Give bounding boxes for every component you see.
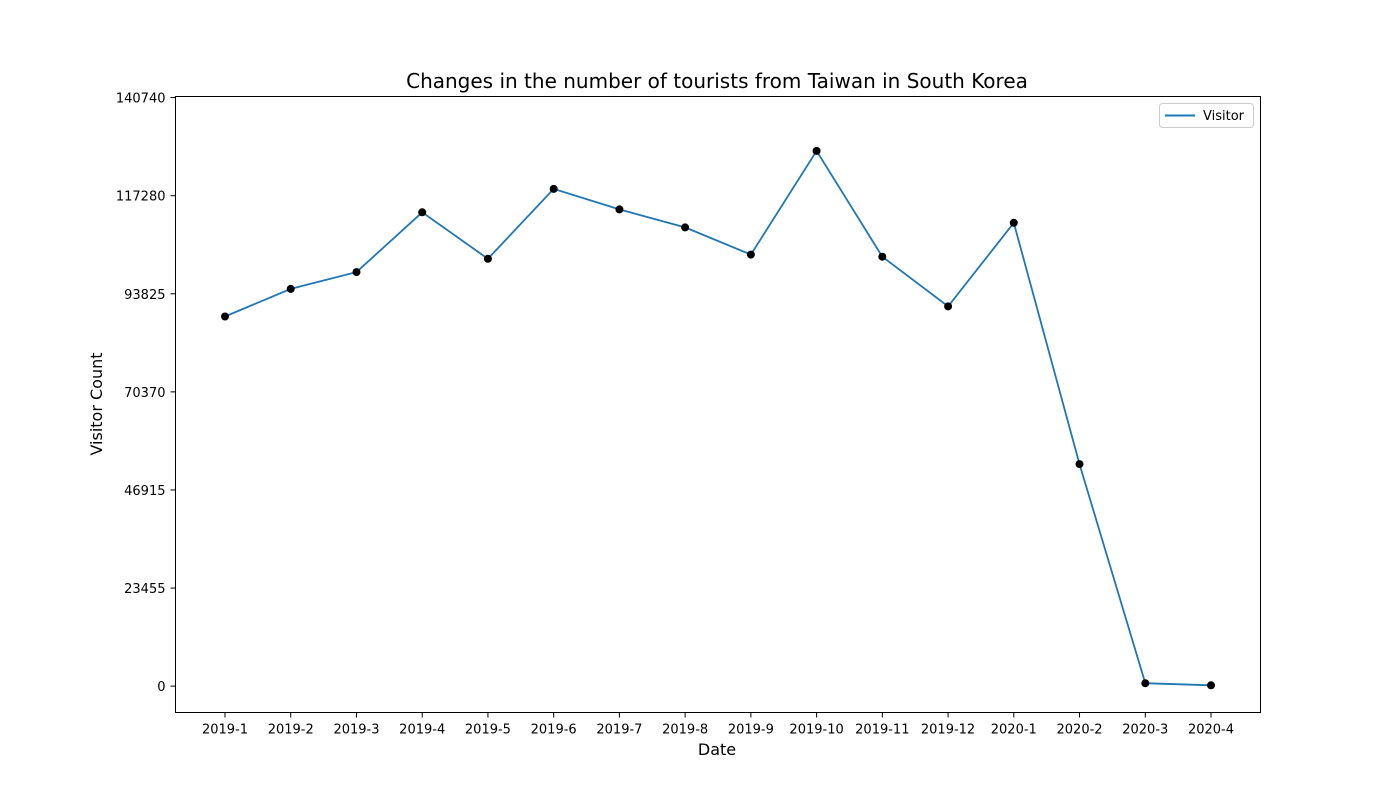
data-point bbox=[878, 252, 887, 261]
data-point bbox=[221, 312, 229, 321]
x-axis-label: Date bbox=[698, 740, 736, 759]
data-point bbox=[418, 208, 427, 217]
data-point bbox=[681, 223, 690, 232]
legend-box bbox=[1159, 103, 1254, 128]
data-point bbox=[746, 250, 755, 259]
x-tick-label: 2020-4 bbox=[1188, 723, 1234, 738]
legend-label: Visitor bbox=[1203, 109, 1245, 124]
y-tick-label: 23455 bbox=[124, 582, 165, 597]
x-tick-label: 2019-9 bbox=[728, 723, 774, 738]
data-point bbox=[615, 205, 624, 214]
y-tick-label: 117280 bbox=[116, 190, 166, 205]
data-point bbox=[483, 254, 492, 263]
data-point bbox=[1075, 460, 1084, 469]
data-point bbox=[1009, 218, 1018, 227]
chart-title: Changes in the number of tourists from T… bbox=[406, 69, 1028, 93]
data-point bbox=[1141, 679, 1150, 688]
data-point bbox=[1207, 681, 1215, 690]
y-tick-label: 93825 bbox=[124, 288, 165, 303]
x-tick-label: 2020-3 bbox=[1122, 723, 1168, 738]
series-line-visitor bbox=[224, 149, 1212, 687]
x-tick-label: 2019-7 bbox=[596, 723, 642, 738]
y-tick-label: 0 bbox=[157, 680, 165, 695]
y-tick-label: 140740 bbox=[116, 92, 166, 107]
data-point bbox=[549, 184, 558, 193]
legend: Visitor bbox=[1159, 103, 1254, 128]
x-tick-label: 2019-8 bbox=[662, 723, 708, 738]
x-tick-label: 2019-2 bbox=[268, 723, 314, 738]
data-point bbox=[812, 146, 821, 155]
x-tick-label: 2019-6 bbox=[531, 723, 577, 738]
x-tick-label: 2019-11 bbox=[855, 723, 909, 738]
y-tick-label: 70370 bbox=[124, 386, 165, 401]
data-points bbox=[221, 146, 1215, 690]
x-tick-label: 2020-1 bbox=[991, 723, 1037, 738]
x-tick-label: 2019-10 bbox=[789, 723, 843, 738]
x-tick-label: 2020-2 bbox=[1057, 723, 1103, 738]
y-axis-label: Visitor Count bbox=[87, 352, 106, 455]
y-axis: 0 23455 46915 70370 93825 117280 140740 bbox=[116, 92, 176, 695]
x-tick-label: 2019-1 bbox=[202, 723, 248, 738]
series-lines bbox=[224, 149, 1212, 687]
x-tick-label: 2019-5 bbox=[465, 723, 511, 738]
x-tick-label: 2019-3 bbox=[333, 723, 379, 738]
x-axis: 2019-1 2019-2 2019-3 2019-4 2019-5 2019-6 2019… bbox=[202, 712, 1234, 738]
data-point bbox=[352, 268, 361, 277]
x-tick-label: 2019-4 bbox=[399, 723, 445, 738]
y-tick-label: 46915 bbox=[124, 484, 165, 499]
data-point bbox=[286, 284, 295, 293]
data-point bbox=[944, 302, 953, 311]
x-tick-label: 2019-12 bbox=[921, 723, 975, 738]
plot-area bbox=[175, 96, 1261, 713]
